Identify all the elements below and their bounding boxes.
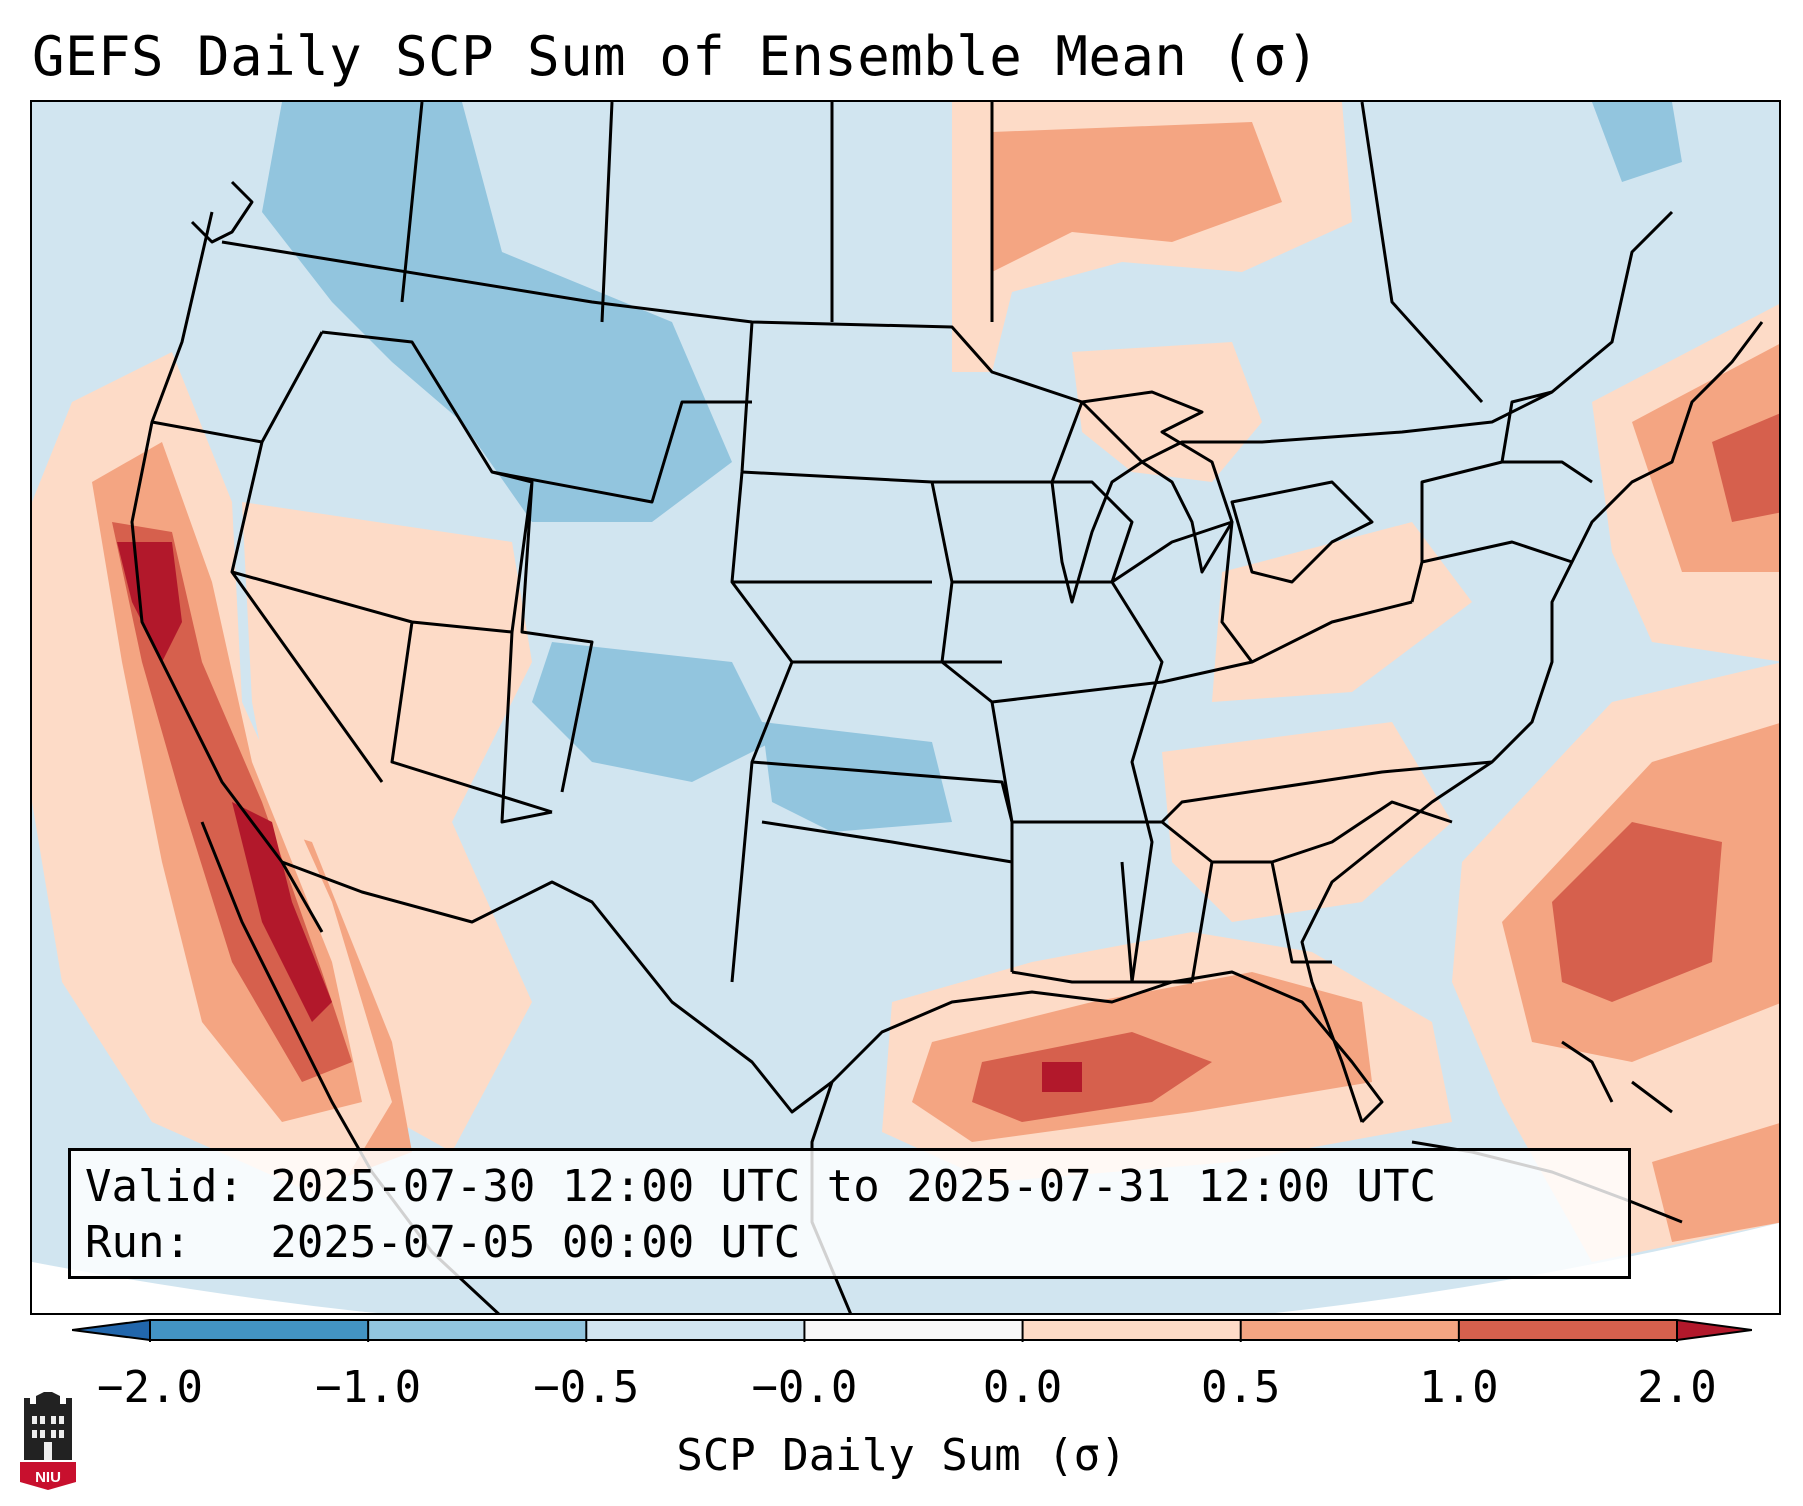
anomaly-gulf-max — [972, 1032, 1212, 1122]
colorbar-segment — [586, 1320, 805, 1340]
anomaly-ohio-valley — [1212, 522, 1472, 702]
colorbar-segments — [72, 1320, 1752, 1340]
colorbar-segment — [1458, 1320, 1678, 1340]
anomaly-baja-peak — [232, 802, 332, 1022]
anomaly-great-lakes — [1072, 342, 1262, 482]
anomaly-california-peak — [117, 542, 182, 662]
anomaly-gulf-peak — [1042, 1062, 1082, 1092]
colorbar-tick-label: 0.0 — [982, 1362, 1063, 1413]
state-lines-plains — [730, 321, 1014, 983]
colorbar-tick-label: −1.0 — [315, 1362, 422, 1413]
state-lines-south — [1011, 800, 1453, 984]
state-lines-west — [151, 330, 752, 824]
colorbar-tick-label: −0.5 — [533, 1362, 640, 1413]
anomaly-kansas-cool — [762, 722, 952, 832]
anomaly-southwest — [242, 502, 532, 1152]
colorbar-tick-label: −2.0 — [97, 1362, 203, 1413]
anomaly-western-atlantic-max — [1552, 822, 1722, 1002]
colorbar-segment — [1022, 1320, 1242, 1340]
colorbar-segment — [368, 1320, 587, 1340]
colorbar-segment — [1240, 1320, 1460, 1340]
anomaly-caribbean — [1652, 1123, 1779, 1242]
valid-time-text: Valid: 2025-07-30 12:00 UTC to 2025-07-3… — [85, 1161, 1437, 1212]
colorbar-tick-label: −0.0 — [751, 1362, 858, 1413]
colorbar-tick-label: 1.0 — [1419, 1362, 1499, 1413]
outside-domain-corner — [32, 1262, 379, 1313]
state-lines-northeast — [1410, 390, 1593, 603]
us-mexico-border — [281, 860, 833, 1114]
colorbar-segment — [150, 1320, 369, 1340]
map-canvas — [32, 102, 1779, 1313]
canada-province-lines — [400, 102, 1484, 404]
anomaly-northeast-atlantic-max — [1712, 413, 1779, 522]
niu-logo-text: NIU — [35, 1469, 61, 1486]
anomaly-canada-east-core — [992, 122, 1282, 272]
colorbar-outline — [72, 1319, 1752, 1341]
colorbar-label: SCP Daily Sum (σ) — [676, 1430, 1127, 1481]
colorbar-tick-label: 2.0 — [1637, 1362, 1717, 1413]
run-time-text: Run: 2025-07-05 00:00 UTC — [85, 1217, 801, 1268]
state-lines-midwest — [932, 480, 1493, 983]
bahamas — [1561, 1040, 1673, 1114]
niu-logo-icon — [20, 1392, 76, 1490]
colorbar-segment — [804, 1320, 1024, 1340]
anomaly-central-rockies-cool — [532, 642, 772, 782]
colorbar-tick-label: 0.5 — [1200, 1362, 1281, 1413]
vancouver-island — [190, 180, 254, 244]
anomaly-northwest-cool — [262, 102, 732, 522]
florida-atlantic-coast — [1300, 321, 1764, 1123]
map-panel — [30, 100, 1781, 1315]
us-canada-border — [221, 210, 1674, 464]
colorbar — [72, 1319, 1752, 1342]
us-outline-west-coast — [130, 211, 324, 933]
chart-title: GEFS Daily SCP Sum of Ensemble Mean (σ) — [32, 25, 1320, 88]
colorbar-extend-low — [72, 1320, 150, 1340]
colorbar-extend-high — [1677, 1320, 1752, 1340]
great-lakes — [1050, 390, 1374, 604]
anomaly-shading — [32, 102, 1779, 1262]
colorbar-ticks — [149, 1320, 1678, 1342]
anomaly-ne-canada-cool — [1592, 102, 1682, 182]
valid-run-info-box: Valid: 2025-07-30 12:00 UTC to 2025-07-3… — [68, 1148, 1631, 1279]
